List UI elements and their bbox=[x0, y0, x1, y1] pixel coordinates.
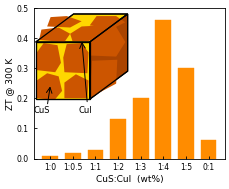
Polygon shape bbox=[89, 16, 125, 29]
Bar bbox=[132, 98, 148, 159]
Polygon shape bbox=[39, 91, 50, 99]
Polygon shape bbox=[37, 43, 61, 72]
Polygon shape bbox=[35, 14, 127, 42]
Bar bbox=[110, 119, 125, 159]
Polygon shape bbox=[89, 14, 127, 99]
Bar bbox=[42, 156, 58, 159]
Y-axis label: ZT @ 300 K: ZT @ 300 K bbox=[5, 57, 14, 110]
Polygon shape bbox=[70, 26, 108, 41]
X-axis label: CuS:CuI  (wt%): CuS:CuI (wt%) bbox=[95, 175, 163, 184]
Polygon shape bbox=[35, 42, 89, 99]
Polygon shape bbox=[37, 73, 62, 99]
Polygon shape bbox=[90, 60, 117, 97]
Polygon shape bbox=[63, 43, 88, 73]
Text: CuS: CuS bbox=[33, 106, 50, 115]
Polygon shape bbox=[39, 28, 70, 42]
Bar bbox=[177, 68, 193, 159]
Bar bbox=[87, 150, 103, 159]
Bar bbox=[65, 153, 80, 159]
Bar bbox=[155, 20, 170, 159]
Polygon shape bbox=[64, 74, 88, 98]
Polygon shape bbox=[47, 16, 81, 28]
Bar bbox=[200, 140, 215, 159]
Text: CuI: CuI bbox=[78, 106, 92, 115]
Polygon shape bbox=[90, 21, 125, 57]
